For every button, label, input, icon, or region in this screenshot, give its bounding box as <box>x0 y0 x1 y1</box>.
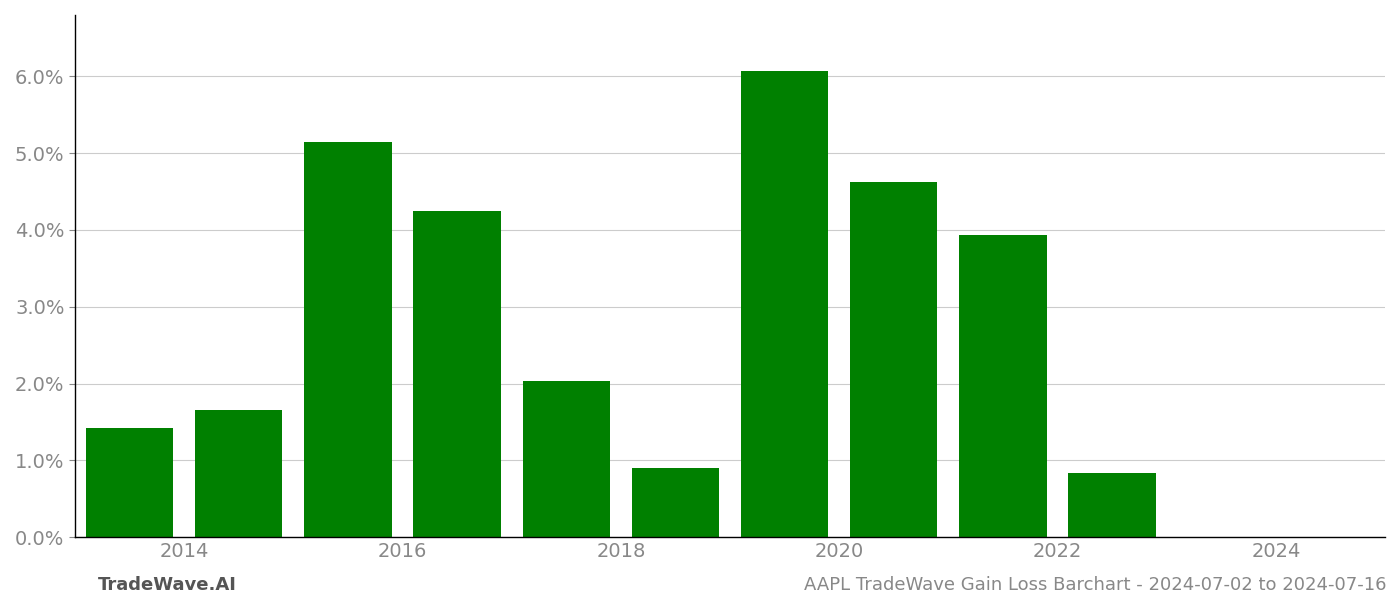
Bar <box>1068 473 1156 537</box>
Text: AAPL TradeWave Gain Loss Barchart - 2024-07-02 to 2024-07-16: AAPL TradeWave Gain Loss Barchart - 2024… <box>804 576 1386 594</box>
Text: TradeWave.AI: TradeWave.AI <box>98 576 237 594</box>
Bar <box>741 71 829 537</box>
Bar <box>304 142 392 537</box>
Bar <box>631 468 720 537</box>
Bar <box>522 381 610 537</box>
Bar <box>959 235 1047 537</box>
Bar <box>413 211 501 537</box>
Bar <box>850 182 938 537</box>
Bar <box>85 428 174 537</box>
Bar <box>195 410 283 537</box>
